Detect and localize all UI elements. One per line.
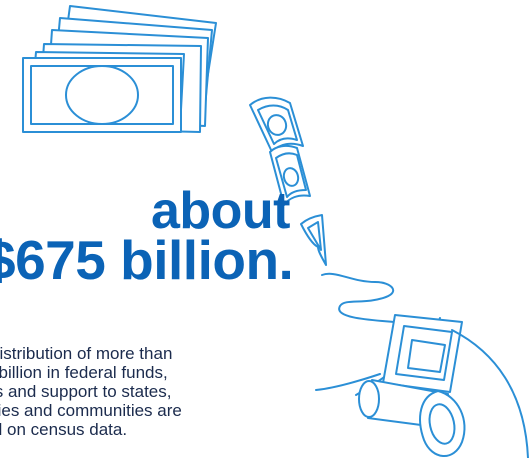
headline-line-2: $675 billion. — [0, 229, 294, 291]
falling-bill-icon — [249, 96, 304, 153]
money-stack-icon — [22, 5, 217, 133]
body-text: The distribution of more than $675 billi… — [0, 344, 182, 439]
road-roller-icon — [358, 314, 529, 458]
headline: about $675 billion. — [0, 182, 294, 291]
falling-bill-icon — [300, 214, 327, 266]
headline-line-1: about — [150, 182, 291, 240]
falling-bill-icon — [269, 144, 311, 206]
